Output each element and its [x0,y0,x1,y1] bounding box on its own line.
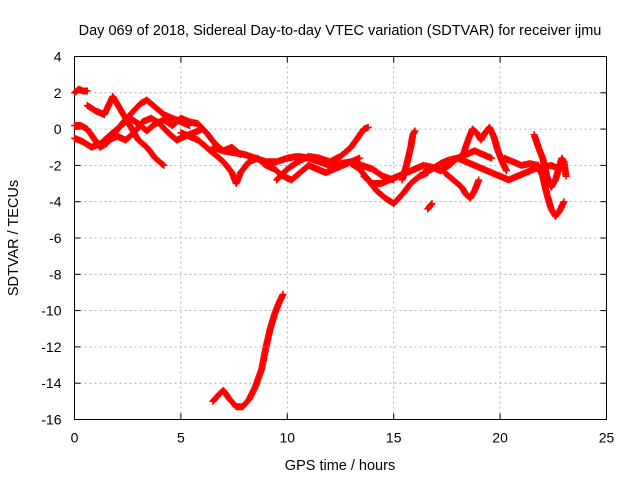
series-arc-late-2 [441,169,483,202]
y-tick-label: 4 [54,49,62,65]
series-arc-late-1 [419,154,564,184]
series-fill-markers [458,124,510,173]
series-fill-markers [425,201,435,212]
data-series [71,85,570,411]
series-fill-markers [399,128,418,183]
y-axis-label: SDTVAR / TECUs [6,180,22,296]
y-tick-label: -4 [49,194,62,210]
series-arc-early-high [71,85,91,97]
x-tick-label: 0 [71,430,79,446]
y-axis-tick-labels: 4 2 0 -2 -4 -6 -8 -10 -12 -14 -16 [41,49,61,428]
x-tick-label: 25 [599,430,615,446]
x-tick-label: 15 [386,430,402,446]
y-tick-label: 0 [54,121,62,137]
series-arc-mid-3 [273,123,372,184]
axis-ticks [74,56,607,420]
x-axis-label: GPS time / hours [285,458,395,474]
y-tick-label: 2 [54,85,62,101]
y-tick-label: -10 [41,303,61,319]
series-fill-markers [502,155,567,219]
y-tick-label: -12 [41,339,61,355]
y-tick-label: -14 [41,375,61,391]
x-tick-label: 5 [177,430,185,446]
series-arc-mid-7 [424,200,436,213]
x-axis-tick-labels: 0 5 10 15 20 25 [71,430,615,446]
chart-title: Day 069 of 2018, Sidereal Day-to-day VTE… [79,23,602,39]
series-arc-late-5 [530,131,570,191]
series-fill-markers [274,124,371,183]
x-tick-label: 10 [280,430,296,446]
y-tick-label: -8 [49,266,62,282]
series-fill-markers [442,170,482,201]
series-fill-markers [178,129,362,186]
series-arc-late-3 [458,123,510,175]
series-arc-late-4 [500,154,568,220]
y-tick-label: -6 [49,230,62,246]
y-tick-label: -16 [41,412,61,428]
y-tick-label: -2 [49,157,62,173]
series-arc-outlier-low [209,290,287,411]
x-tick-label: 20 [492,430,508,446]
series-arc-mid-6 [398,127,419,184]
series-fill-markers [72,86,90,96]
series-fill-markers [531,132,570,190]
series-fill-markers [210,292,286,411]
